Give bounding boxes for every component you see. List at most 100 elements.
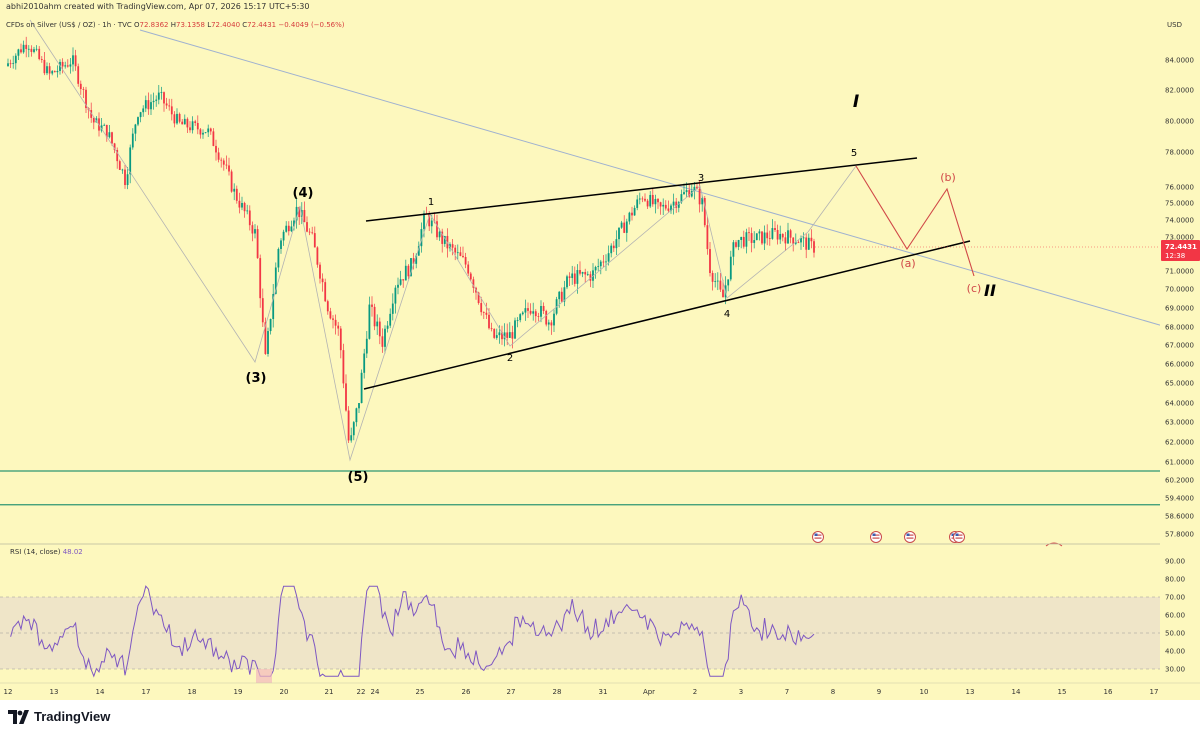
candle-body[interactable]: [121, 169, 124, 171]
candle-body[interactable]: [584, 272, 587, 275]
candle-body[interactable]: [594, 266, 597, 271]
candle-body[interactable]: [339, 328, 342, 351]
candle-body[interactable]: [620, 222, 623, 228]
candle-body[interactable]: [243, 202, 246, 212]
candle-body[interactable]: [662, 204, 665, 207]
candle-body[interactable]: [233, 188, 236, 192]
candle-body[interactable]: [441, 231, 444, 244]
candle-body[interactable]: [20, 49, 22, 53]
candle-body[interactable]: [615, 239, 618, 249]
candle-body[interactable]: [199, 129, 202, 135]
candle-body[interactable]: [683, 192, 685, 195]
candle-body[interactable]: [274, 267, 277, 294]
candle-body[interactable]: [168, 105, 171, 107]
candle-body[interactable]: [225, 164, 228, 166]
candle-body[interactable]: [800, 238, 802, 243]
candle-body[interactable]: [459, 252, 462, 256]
candle-body[interactable]: [729, 256, 732, 280]
candle-body[interactable]: [612, 245, 615, 249]
candle-body[interactable]: [813, 241, 815, 253]
candle-body[interactable]: [264, 322, 267, 354]
candle-body[interactable]: [142, 108, 145, 113]
candle-body[interactable]: [607, 253, 610, 262]
candle-body[interactable]: [592, 270, 594, 281]
candle-body[interactable]: [664, 204, 667, 209]
candle-body[interactable]: [797, 242, 800, 244]
candle-body[interactable]: [625, 221, 628, 233]
candle-body[interactable]: [287, 225, 290, 232]
candle-body[interactable]: [482, 312, 485, 313]
candle-body[interactable]: [267, 331, 269, 354]
candles[interactable]: [7, 36, 815, 443]
wave-5-projection[interactable]: [807, 165, 857, 233]
candle-body[interactable]: [248, 210, 251, 226]
candle-body[interactable]: [311, 232, 314, 234]
candle-body[interactable]: [688, 190, 691, 197]
candle-body[interactable]: [438, 231, 441, 238]
candle-body[interactable]: [376, 321, 379, 327]
candle-body[interactable]: [365, 338, 368, 354]
candle-body[interactable]: [241, 202, 243, 208]
candle-body[interactable]: [602, 261, 605, 263]
candle-body[interactable]: [85, 89, 87, 109]
rsi-legend[interactable]: RSI (14, close) 48.02: [10, 548, 83, 556]
candle-body[interactable]: [732, 242, 735, 257]
candle-body[interactable]: [493, 328, 496, 338]
candle-body[interactable]: [532, 311, 535, 314]
candle-body[interactable]: [469, 273, 472, 280]
candle-body[interactable]: [675, 201, 678, 208]
candle-body[interactable]: [66, 65, 69, 67]
candle-body[interactable]: [293, 220, 295, 227]
candle-body[interactable]: [789, 230, 792, 238]
candle-body[interactable]: [709, 249, 711, 274]
candle-body[interactable]: [108, 132, 111, 138]
candle-body[interactable]: [768, 238, 771, 240]
candle-body[interactable]: [467, 264, 470, 274]
candle-body[interactable]: [46, 66, 48, 74]
candle-body[interactable]: [92, 117, 95, 123]
candle-body[interactable]: [326, 301, 329, 312]
candle-body[interactable]: [810, 237, 813, 242]
candle-body[interactable]: [82, 89, 85, 90]
symbol-name[interactable]: CFDs on Silver (US$ / OZ) · 1h · TVC: [6, 21, 132, 29]
candle-body[interactable]: [761, 231, 763, 244]
candle-body[interactable]: [14, 55, 17, 64]
candle-body[interactable]: [191, 121, 194, 131]
candle-body[interactable]: [534, 311, 537, 317]
candle-body[interactable]: [111, 132, 113, 144]
candle-body[interactable]: [290, 226, 293, 232]
candle-body[interactable]: [443, 235, 446, 244]
candle-body[interactable]: [436, 221, 438, 238]
candle-body[interactable]: [628, 212, 631, 222]
candle-body[interactable]: [641, 198, 644, 200]
candle-body[interactable]: [610, 245, 613, 254]
candle-body[interactable]: [714, 281, 717, 283]
candle-body[interactable]: [516, 320, 519, 321]
candle-body[interactable]: [748, 232, 750, 234]
candle-body[interactable]: [755, 233, 758, 241]
candle-body[interactable]: [345, 383, 347, 411]
candle-body[interactable]: [521, 312, 524, 315]
channel-lower-line[interactable]: [363, 240, 971, 390]
candle-body[interactable]: [183, 118, 186, 125]
candle-body[interactable]: [324, 282, 327, 302]
candle-body[interactable]: [7, 63, 9, 66]
candle-body[interactable]: [350, 435, 353, 441]
candle-body[interactable]: [100, 125, 103, 131]
candle-body[interactable]: [105, 124, 108, 138]
candle-body[interactable]: [303, 210, 306, 223]
candle-body[interactable]: [774, 228, 776, 231]
candle-body[interactable]: [319, 264, 321, 279]
candle-body[interactable]: [53, 71, 56, 73]
candle-body[interactable]: [771, 228, 774, 239]
candle-body[interactable]: [623, 222, 626, 233]
candle-body[interactable]: [209, 128, 212, 132]
candle-body[interactable]: [636, 199, 639, 208]
candle-body[interactable]: [22, 44, 25, 53]
candle-body[interactable]: [163, 92, 165, 104]
candle-body[interactable]: [566, 276, 568, 288]
candle-body[interactable]: [155, 99, 158, 101]
candle-body[interactable]: [563, 287, 566, 302]
candle-body[interactable]: [35, 48, 38, 50]
